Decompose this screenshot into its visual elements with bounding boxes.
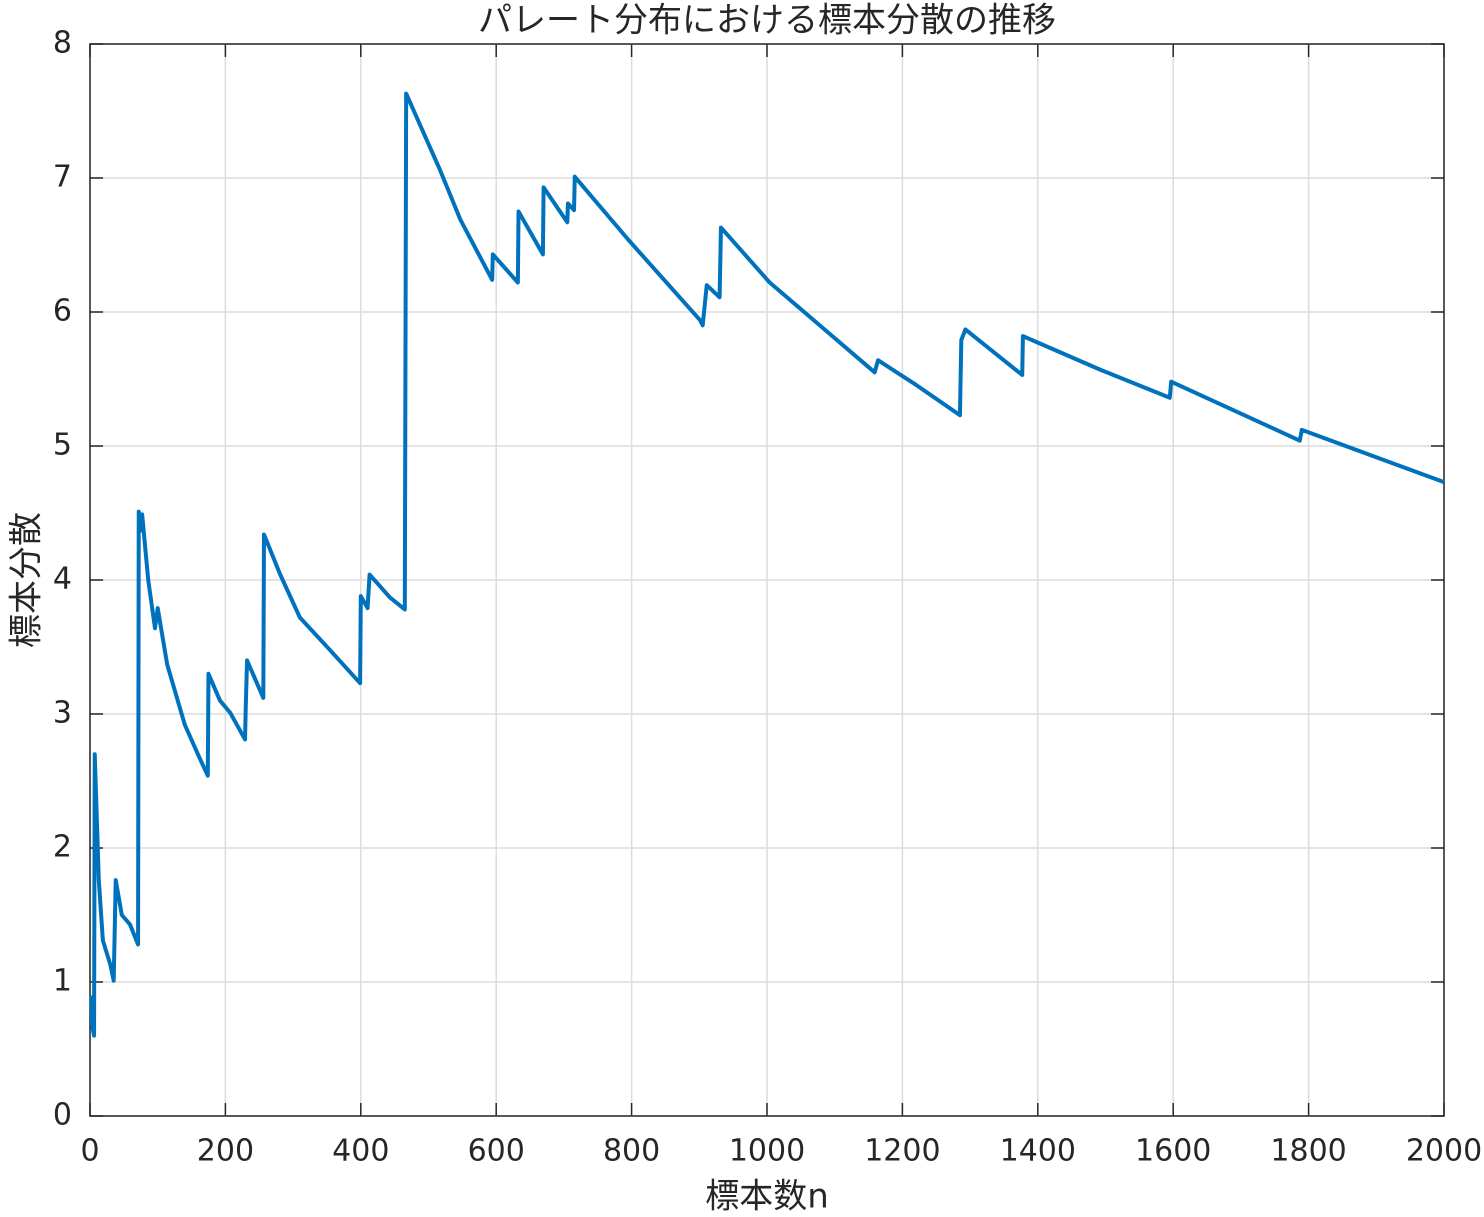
x-tick-label: 2000 <box>1406 1134 1482 1169</box>
x-tick-label: 600 <box>468 1134 525 1169</box>
x-tick-label: 1800 <box>1270 1134 1346 1169</box>
y-axis-label: 標本分散 <box>7 512 47 648</box>
plot-frame <box>89 43 1445 1117</box>
y-tick-label: 1 <box>53 964 72 999</box>
x-tick-label: 800 <box>603 1134 660 1169</box>
y-tick-label: 7 <box>53 160 72 195</box>
x-tick-label: 1600 <box>1135 1134 1211 1169</box>
y-tick-label: 3 <box>53 696 72 731</box>
y-tick-label: 6 <box>53 294 72 329</box>
x-axis-label: 標本数n <box>705 1177 829 1217</box>
chart-title: パレート分布における標本分散の推移 <box>478 1 1056 41</box>
x-tick-label: 1400 <box>1000 1134 1076 1169</box>
y-tick-label: 2 <box>53 830 72 865</box>
data-line <box>89 91 1445 1038</box>
x-tick-label: 1200 <box>864 1134 940 1169</box>
y-tick-label: 0 <box>53 1098 72 1133</box>
x-tick-label: 400 <box>332 1134 389 1169</box>
y-tick-label: 4 <box>53 562 72 597</box>
x-tick-label: 1000 <box>729 1134 805 1169</box>
y-tick-label: 5 <box>53 428 72 463</box>
y-tick-label: 8 <box>53 26 72 61</box>
x-tick-label: 200 <box>197 1134 254 1169</box>
x-tick-label: 0 <box>80 1134 99 1169</box>
